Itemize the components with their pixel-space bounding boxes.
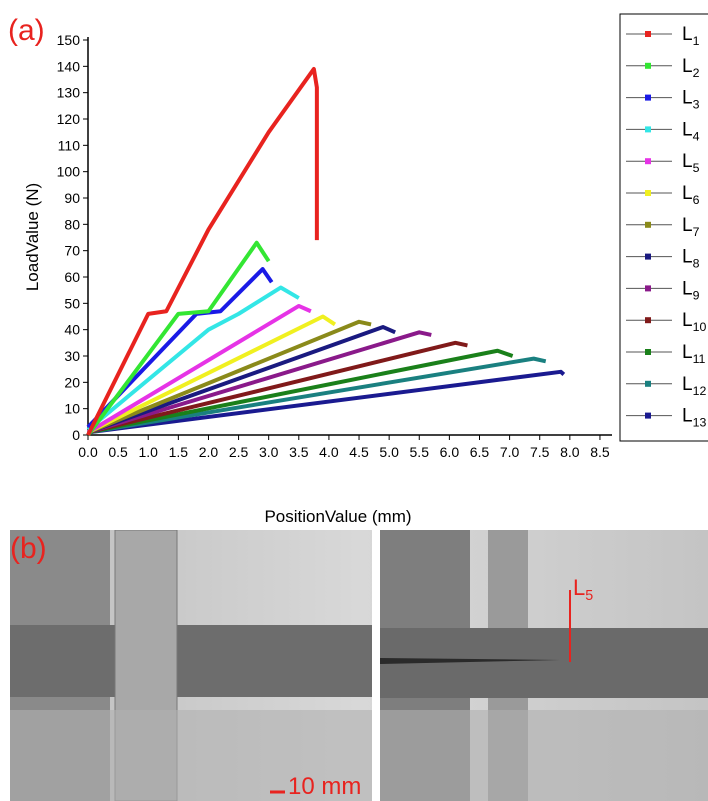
y-tick-label: 80: [64, 216, 80, 232]
y-tick-label: 120: [57, 111, 81, 127]
legend-marker: [645, 317, 651, 324]
series-line: [87, 325, 396, 435]
series-line: [86, 240, 271, 437]
legend-label: L9: [682, 278, 700, 302]
y-tick-label: 130: [57, 85, 81, 101]
legend-label: L10: [682, 310, 706, 334]
legend-marker: [645, 62, 651, 69]
scale-label: 10 mm: [288, 773, 361, 800]
panel-label: (b): [10, 532, 47, 565]
legend-label: L4: [682, 119, 700, 143]
legend-marker: [645, 349, 651, 355]
series-line: [86, 267, 274, 429]
series-line: [87, 330, 432, 435]
x-axis-label: PositionValue (mm): [264, 507, 411, 526]
chart: (a) PositionValue (mm) LoadValue (N) 0 10…: [8, 13, 708, 526]
x-tick-label: 6.5: [470, 444, 490, 460]
lower-fixture: [380, 710, 708, 801]
x-tick-label: 7.0: [500, 444, 520, 460]
legend-marker: [645, 253, 651, 260]
legend-label: L3: [682, 88, 700, 112]
y-tick-label: 30: [64, 348, 80, 364]
x-tick-label: 2.0: [199, 444, 219, 460]
series-line: [87, 340, 468, 435]
legend-marker: [645, 158, 651, 165]
y-tick-label: 100: [57, 164, 81, 180]
x-tick-label: 4.0: [319, 444, 339, 460]
legend-label: L6: [682, 183, 700, 207]
crack: [380, 658, 560, 664]
legend-label: L5: [682, 151, 700, 175]
x-tick-label: 8.0: [560, 444, 580, 460]
y-tick-label: 0: [72, 427, 80, 443]
legend-label: L8: [682, 247, 700, 271]
x-tick-label: 7.5: [530, 444, 550, 460]
legend-label: L12: [682, 374, 706, 398]
x-tick-label: 3.5: [289, 444, 309, 460]
series-line: [87, 348, 514, 435]
legend-box: [619, 13, 708, 442]
legend-marker: [645, 31, 651, 37]
lower-fixture: [10, 710, 372, 801]
legend-marker: [645, 380, 651, 387]
x-tick-label: 0.0: [78, 444, 98, 460]
y-tick-label: 110: [58, 137, 81, 153]
y-tick-label: 60: [64, 269, 80, 285]
series-line: [87, 319, 372, 435]
y-tick-label: 40: [64, 322, 80, 338]
x-tick-label: 2.5: [229, 444, 249, 460]
x-tick-label: 4.5: [349, 444, 369, 460]
legend-label: L7: [682, 215, 700, 239]
series-line: [87, 356, 547, 435]
legend-marker: [645, 221, 651, 228]
x-tick-label: 6.0: [440, 444, 460, 460]
y-tick-label: 10: [64, 401, 80, 417]
x-tick-label: 3.0: [259, 444, 279, 460]
y-tick-label: 50: [64, 295, 80, 311]
legend-marker: [645, 285, 651, 292]
legend-marker: [645, 94, 651, 101]
legend-marker: [645, 412, 651, 419]
specimen: [10, 625, 372, 697]
x-tick-label: 1.5: [169, 444, 189, 460]
marker-label: L5: [573, 575, 593, 604]
y-tick-label: 20: [64, 374, 80, 390]
y-tick-label: 70: [64, 243, 80, 259]
y-tick-label: 90: [64, 190, 80, 206]
series-line: [86, 303, 312, 435]
legend-label: L2: [682, 56, 700, 80]
specimen: [380, 628, 708, 698]
legend-marker: [645, 190, 651, 196]
x-tick-label: 8.5: [590, 444, 610, 460]
legend-label: L13: [682, 406, 706, 430]
y-tick-label: 140: [57, 58, 81, 74]
y-axis-label: LoadValue (N): [23, 183, 42, 291]
x-tick-label: 5.5: [410, 444, 430, 460]
series-line: [86, 285, 300, 432]
divider: [372, 530, 380, 801]
legend-label: L11: [682, 342, 706, 366]
x-tick-label: 1.0: [138, 444, 158, 460]
x-tick-label: 0.5: [108, 444, 128, 460]
legend-label: L1: [682, 24, 700, 48]
x-tick-label: 5.0: [379, 444, 399, 460]
y-tick-label: 150: [57, 32, 81, 48]
panel-label: (a): [8, 14, 45, 47]
legend-marker: [645, 126, 651, 133]
series-line: [86, 66, 319, 436]
photo: (b) 10 mm L5: [10, 530, 708, 801]
series-line: [87, 369, 566, 435]
series-line: [87, 314, 337, 435]
